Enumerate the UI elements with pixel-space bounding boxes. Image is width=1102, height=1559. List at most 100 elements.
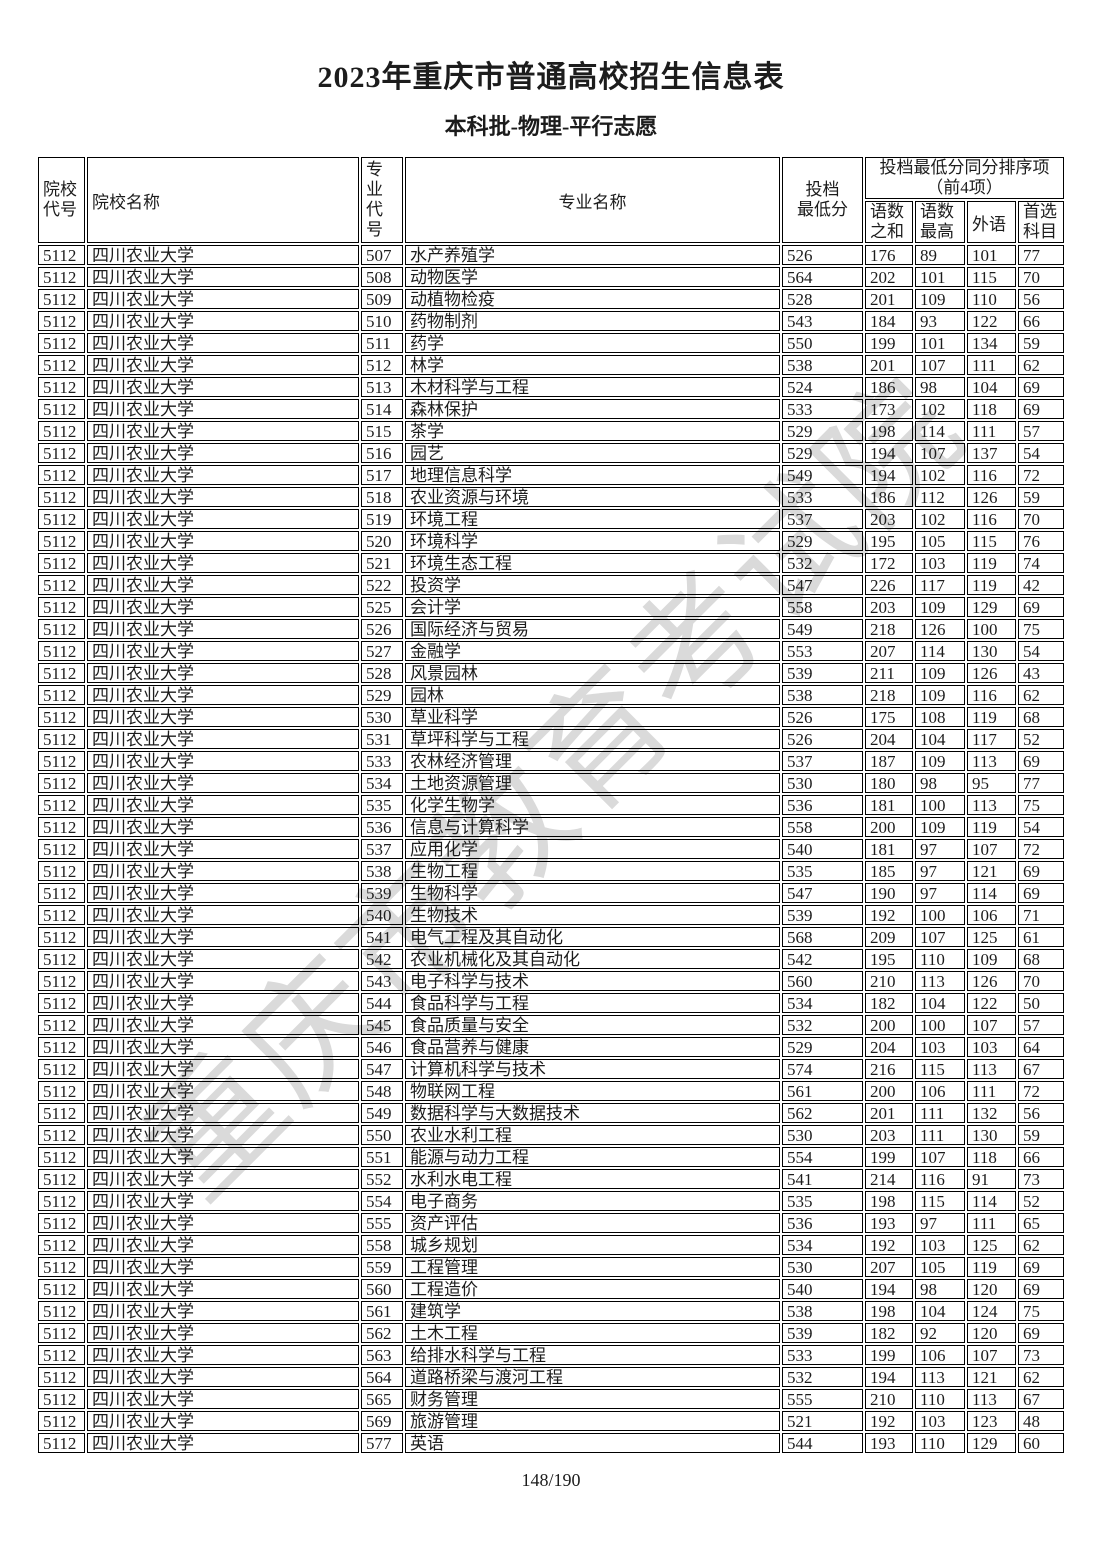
cell-major-name: 国际经济与贸易: [405, 619, 780, 640]
cell-college-name: 四川农业大学: [87, 1081, 359, 1102]
cell-college-code: 5112: [38, 333, 85, 354]
cell-min-score: 547: [782, 575, 863, 596]
cell-college-name: 四川农业大学: [87, 1301, 359, 1322]
cell-chinese-math-sum: 175: [865, 707, 913, 728]
cell-college-name: 四川农业大学: [87, 311, 359, 332]
cell-chinese-math-sum: 182: [865, 993, 913, 1014]
cell-chinese-math-max: 100: [915, 905, 965, 926]
cell-major-name: 给排水科学与工程: [405, 1345, 780, 1366]
table-row: 5112 四川农业大学 522 投资学 547 226 117 119 42: [38, 575, 1064, 596]
cell-min-score: 535: [782, 1191, 863, 1212]
cell-first-subject: 69: [1018, 883, 1064, 904]
cell-college-code: 5112: [38, 289, 85, 310]
cell-chinese-math-max: 104: [915, 729, 965, 750]
cell-college-code: 5112: [38, 883, 85, 904]
header-min-score: 投档 最低分: [782, 157, 863, 244]
cell-foreign-language: 119: [967, 1257, 1016, 1278]
cell-college-code: 5112: [38, 377, 85, 398]
cell-chinese-math-max: 115: [915, 1059, 965, 1080]
cell-college-code: 5112: [38, 311, 85, 332]
cell-college-name: 四川农业大学: [87, 619, 359, 640]
cell-college-code: 5112: [38, 795, 85, 816]
cell-college-code: 5112: [38, 245, 85, 266]
table-row: 5112 四川农业大学 535 化学生物学 536 181 100 113 75: [38, 795, 1064, 816]
cell-chinese-math-max: 126: [915, 619, 965, 640]
cell-chinese-math-sum: 226: [865, 575, 913, 596]
cell-foreign-language: 120: [967, 1279, 1016, 1300]
cell-college-name: 四川农业大学: [87, 531, 359, 552]
cell-chinese-math-max: 115: [915, 1191, 965, 1212]
table-row: 5112 四川农业大学 526 国际经济与贸易 549 218 126 100 75: [38, 619, 1064, 640]
cell-min-score: 561: [782, 1081, 863, 1102]
cell-min-score: 529: [782, 531, 863, 552]
table-row: 5112 四川农业大学 516 园艺 529 194 107 137 54: [38, 443, 1064, 464]
cell-college-name: 四川农业大学: [87, 1125, 359, 1146]
cell-first-subject: 70: [1018, 509, 1064, 530]
cell-college-name: 四川农业大学: [87, 377, 359, 398]
cell-chinese-math-max: 105: [915, 1257, 965, 1278]
cell-min-score: 542: [782, 949, 863, 970]
cell-college-name: 四川农业大学: [87, 421, 359, 442]
header-tiebreak-group: 投档最低分同分排序项 （前4项）: [865, 157, 1064, 200]
cell-major-name: 城乡规划: [405, 1235, 780, 1256]
cell-foreign-language: 111: [967, 1213, 1016, 1234]
cell-college-code: 5112: [38, 971, 85, 992]
cell-college-name: 四川农业大学: [87, 883, 359, 904]
cell-first-subject: 66: [1018, 311, 1064, 332]
cell-chinese-math-max: 93: [915, 311, 965, 332]
cell-min-score: 564: [782, 267, 863, 288]
cell-college-code: 5112: [38, 773, 85, 794]
cell-first-subject: 72: [1018, 839, 1064, 860]
cell-major-code: 565: [361, 1389, 403, 1410]
cell-chinese-math-sum: 194: [865, 465, 913, 486]
cell-college-code: 5112: [38, 575, 85, 596]
cell-first-subject: 70: [1018, 971, 1064, 992]
cell-college-code: 5112: [38, 509, 85, 530]
cell-major-name: 旅游管理: [405, 1411, 780, 1432]
cell-min-score: 554: [782, 1147, 863, 1168]
cell-chinese-math-max: 102: [915, 465, 965, 486]
cell-major-name: 药物制剂: [405, 311, 780, 332]
cell-major-name: 草坪科学与工程: [405, 729, 780, 750]
cell-college-name: 四川农业大学: [87, 685, 359, 706]
cell-college-code: 5112: [38, 993, 85, 1014]
cell-min-score: 528: [782, 289, 863, 310]
cell-first-subject: 48: [1018, 1411, 1064, 1432]
cell-chinese-math-sum: 195: [865, 949, 913, 970]
admission-table: 院校 代号 院校名称 专业 代号 专业名称 投档 最低分 投档最低分同分排序项 …: [36, 155, 1066, 1455]
cell-major-code: 550: [361, 1125, 403, 1146]
cell-first-subject: 56: [1018, 1103, 1064, 1124]
table-row: 5112 四川农业大学 519 环境工程 537 203 102 116 70: [38, 509, 1064, 530]
cell-major-code: 533: [361, 751, 403, 772]
table-row: 5112 四川农业大学 543 电子科学与技术 560 210 113 126 70: [38, 971, 1064, 992]
cell-college-name: 四川农业大学: [87, 575, 359, 596]
cell-foreign-language: 107: [967, 839, 1016, 860]
table-row: 5112 四川农业大学 550 农业水利工程 530 203 111 130 59: [38, 1125, 1064, 1146]
cell-chinese-math-max: 110: [915, 949, 965, 970]
cell-major-name: 资产评估: [405, 1213, 780, 1234]
cell-min-score: 529: [782, 443, 863, 464]
table-row: 5112 四川农业大学 542 农业机械化及其自动化 542 195 110 109 68: [38, 949, 1064, 970]
table-row: 5112 四川农业大学 562 土木工程 539 182 92 120 69: [38, 1323, 1064, 1344]
cell-chinese-math-max: 101: [915, 267, 965, 288]
cell-college-name: 四川农业大学: [87, 729, 359, 750]
cell-major-name: 风景园林: [405, 663, 780, 684]
cell-first-subject: 75: [1018, 619, 1064, 640]
cell-chinese-math-max: 111: [915, 1125, 965, 1146]
cell-college-code: 5112: [38, 663, 85, 684]
cell-min-score: 537: [782, 751, 863, 772]
cell-first-subject: 50: [1018, 993, 1064, 1014]
cell-min-score: 535: [782, 861, 863, 882]
cell-min-score: 533: [782, 487, 863, 508]
cell-foreign-language: 114: [967, 1191, 1016, 1212]
table-row: 5112 四川农业大学 521 环境生态工程 532 172 103 119 74: [38, 553, 1064, 574]
cell-chinese-math-max: 103: [915, 1235, 965, 1256]
cell-college-name: 四川农业大学: [87, 993, 359, 1014]
cell-major-name: 生物技术: [405, 905, 780, 926]
cell-chinese-math-sum: 198: [865, 421, 913, 442]
cell-first-subject: 54: [1018, 641, 1064, 662]
cell-college-name: 四川农业大学: [87, 817, 359, 838]
cell-major-code: 541: [361, 927, 403, 948]
cell-major-code: 561: [361, 1301, 403, 1322]
cell-major-code: 555: [361, 1213, 403, 1234]
